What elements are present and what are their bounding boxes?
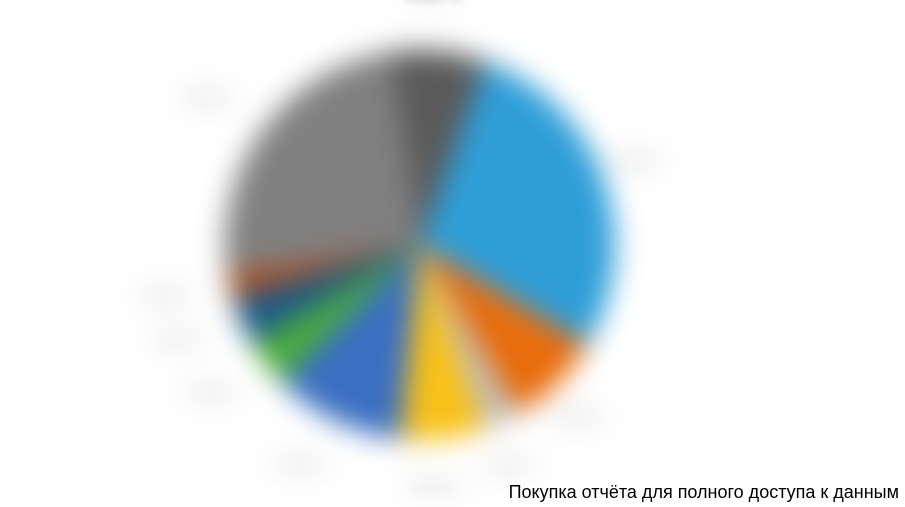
pie-slice-label: Сегмент 5 <box>275 458 327 471</box>
pie-chart <box>215 40 625 450</box>
pie-slice-label: Сегмент 1 <box>611 155 663 168</box>
pie-slice <box>225 52 420 275</box>
pie-slice-label: Сегмент 7 <box>155 334 207 347</box>
pie-slice-label: Сегмент 9 <box>182 92 234 105</box>
watermark-text: Покупка отчёта для полного доступа к дан… <box>509 482 899 503</box>
pie-slice-label: Сегмент 10 <box>404 0 462 6</box>
pie-slice-label: Сегмент 2 <box>553 411 605 424</box>
pie-slice-label: Сегмент 6 <box>186 386 238 399</box>
pie-slice-label: Сегмент 8 <box>141 290 193 303</box>
pie-slice-label: Сегмент 3 <box>484 459 536 472</box>
pie-chart-container: Сегмент 1 Сегмент 2 Сегмент 3 Сегмент 4 Сегм… <box>0 0 905 507</box>
pie-slice-label: Сегмент 4 <box>410 480 462 493</box>
